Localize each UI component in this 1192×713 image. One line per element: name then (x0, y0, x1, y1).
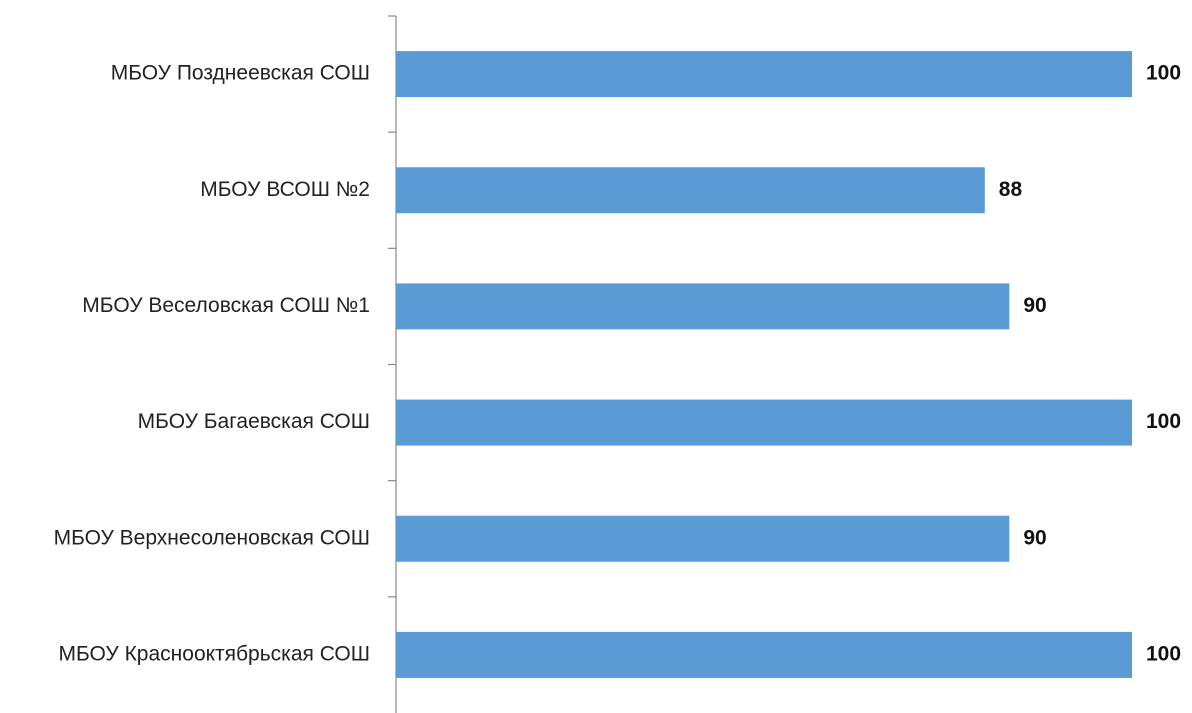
bar (396, 399, 1132, 446)
data-labels: 100 88 90 100 90 100 (999, 62, 1181, 666)
category-label: МБОУ Багаевская СОШ (138, 410, 370, 433)
bars (396, 51, 1132, 678)
data-label: 90 (1023, 526, 1046, 549)
category-label: МБОУ Краснооктябрьская СОШ (58, 642, 370, 665)
bar (396, 283, 1010, 330)
data-label: 90 (1023, 294, 1046, 317)
category-label: МБОУ ВСОШ №2 (200, 178, 370, 201)
data-label: 100 (1146, 410, 1181, 433)
category-label: МБОУ Верхнесоленовская СОШ (54, 526, 370, 549)
data-label: 88 (999, 178, 1023, 201)
bar (396, 515, 1010, 562)
data-label: 100 (1146, 642, 1181, 665)
data-label: 100 (1146, 62, 1181, 85)
category-labels: МБОУ Позднеевская СОШ МБОУ ВСОШ №2 МБОУ Ве… (54, 62, 370, 666)
category-axis (388, 15, 397, 713)
category-label: МБОУ Веселовская СОШ №1 (82, 294, 370, 317)
bar (396, 631, 1132, 678)
category-label: МБОУ Позднеевская СОШ (111, 62, 370, 85)
bar (396, 51, 1132, 98)
bar (396, 167, 985, 214)
